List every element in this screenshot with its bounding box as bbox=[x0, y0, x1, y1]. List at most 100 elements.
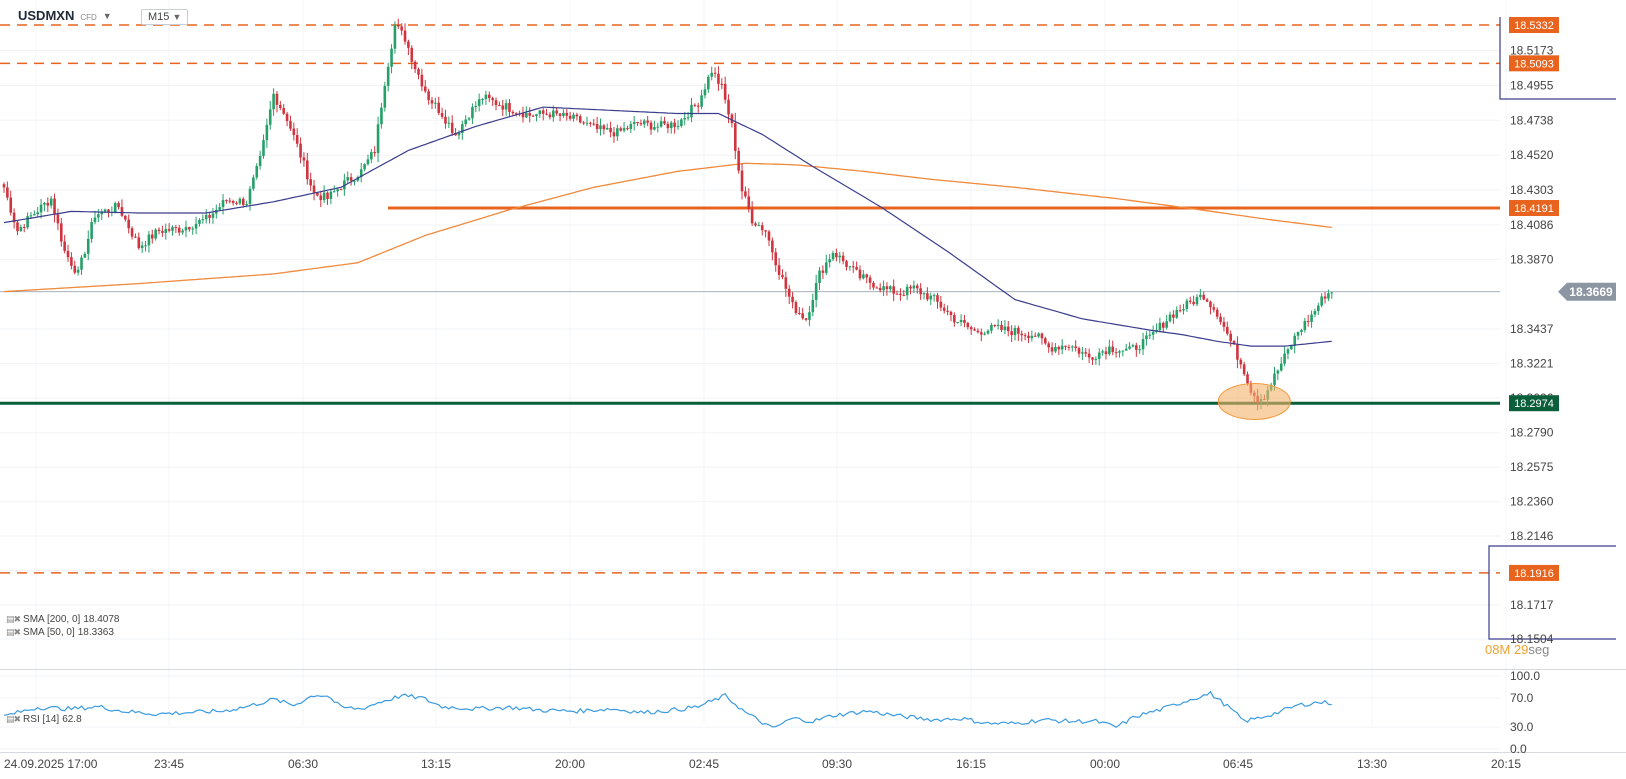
candle bbox=[265, 118, 269, 148]
candle-body bbox=[568, 115, 572, 119]
candle-body bbox=[1114, 352, 1118, 354]
candle-body bbox=[265, 124, 269, 141]
candle-body bbox=[413, 61, 417, 70]
candle-body bbox=[137, 237, 141, 249]
level-tag-label: 18.1916 bbox=[1514, 568, 1554, 580]
candle bbox=[1121, 350, 1125, 357]
candle-body bbox=[1296, 332, 1300, 336]
candle-body bbox=[282, 108, 286, 114]
rsi-legend[interactable]: ▤✖ RSI [14] 62.8 bbox=[6, 714, 82, 725]
settings-close-icon[interactable]: ▤✖ bbox=[6, 614, 21, 624]
price-tick-label: 18.4955 bbox=[1510, 78, 1554, 92]
candle-body bbox=[386, 66, 390, 86]
candle bbox=[1050, 342, 1054, 356]
candle bbox=[659, 116, 663, 128]
candle-body bbox=[956, 322, 960, 324]
candle bbox=[1229, 330, 1232, 347]
candle bbox=[417, 67, 420, 80]
instrument-selector[interactable]: USDMXN CFD ▼ bbox=[18, 8, 112, 23]
candle-body bbox=[80, 257, 83, 270]
chevron-down-icon[interactable]: ▼ bbox=[102, 10, 112, 21]
candle-body bbox=[295, 135, 299, 144]
timeframe-dropdown[interactable]: M15 ▼ bbox=[141, 9, 189, 25]
candle bbox=[1070, 345, 1074, 352]
candle bbox=[885, 282, 889, 296]
candle-body bbox=[194, 223, 198, 229]
candle bbox=[653, 120, 656, 131]
candle-body bbox=[747, 196, 751, 210]
candle bbox=[487, 91, 491, 103]
candle-body bbox=[683, 117, 687, 120]
candle bbox=[124, 215, 127, 222]
candle-body bbox=[444, 116, 447, 124]
candle bbox=[585, 116, 589, 127]
candle bbox=[1084, 348, 1088, 357]
candle-body bbox=[541, 110, 545, 114]
candle-body bbox=[531, 115, 535, 117]
candle-body bbox=[1185, 300, 1189, 310]
candle-body bbox=[117, 203, 120, 208]
candle bbox=[1283, 346, 1286, 367]
candle-body bbox=[349, 177, 353, 181]
candle-body bbox=[1283, 353, 1286, 364]
candle-body bbox=[373, 152, 376, 154]
settings-close-icon[interactable]: ▤✖ bbox=[6, 627, 21, 637]
candle bbox=[481, 98, 484, 105]
candle-body bbox=[144, 245, 147, 247]
candle bbox=[922, 292, 926, 300]
candle bbox=[464, 115, 467, 127]
candle bbox=[467, 117, 471, 121]
time-tick-label: 13:15 bbox=[421, 757, 451, 771]
candle bbox=[427, 88, 430, 105]
candle bbox=[76, 266, 80, 276]
candle bbox=[275, 91, 279, 113]
candle bbox=[976, 328, 980, 334]
candle-body bbox=[922, 293, 926, 295]
candle-body bbox=[306, 160, 309, 180]
candle bbox=[1293, 332, 1297, 354]
candle bbox=[1178, 304, 1182, 313]
sma50-legend[interactable]: ▤✖ SMA [50, 0] 18.3363 bbox=[6, 627, 114, 638]
sma200-line bbox=[3, 162, 1332, 293]
candle bbox=[484, 90, 488, 105]
candle-body bbox=[757, 225, 761, 227]
sma200-legend[interactable]: ▤✖ SMA [200, 0] 18.4078 bbox=[6, 614, 119, 625]
candle-body bbox=[59, 223, 63, 242]
price-tick-label: 18.1717 bbox=[1510, 598, 1554, 612]
candle bbox=[1317, 302, 1320, 316]
candle-body bbox=[188, 227, 191, 230]
candle-body bbox=[851, 266, 855, 268]
candle-body bbox=[993, 324, 997, 327]
candle-body bbox=[521, 113, 525, 118]
candle bbox=[575, 112, 579, 121]
candle bbox=[33, 210, 36, 216]
candle-body bbox=[1239, 359, 1243, 365]
settings-close-icon[interactable]: ▤✖ bbox=[6, 714, 21, 724]
candle bbox=[949, 310, 953, 322]
candle bbox=[9, 190, 13, 216]
candle bbox=[1303, 317, 1307, 333]
time-axis[interactable]: 24.09.2025 17:00 23:45 06:30 13:15 20:00 02:4… bbox=[4, 757, 1521, 771]
candle bbox=[1094, 356, 1098, 365]
rsi-label: RSI [14] bbox=[23, 714, 60, 725]
candle bbox=[1030, 330, 1034, 342]
candle bbox=[1037, 332, 1040, 338]
price-axis[interactable]: 18.5173 18.4955 18.4738 18.4520 18.4303 18.40… bbox=[1510, 44, 1554, 647]
drawn-box-top bbox=[1499, 17, 1616, 100]
candle-body bbox=[926, 293, 929, 300]
candle-body bbox=[784, 277, 788, 289]
candle bbox=[1044, 336, 1047, 345]
candle-body bbox=[1017, 327, 1020, 334]
candle-body bbox=[124, 215, 127, 220]
candle-body bbox=[1246, 374, 1249, 384]
candle bbox=[929, 292, 933, 306]
candle bbox=[444, 109, 447, 129]
candle-body bbox=[1232, 341, 1236, 345]
candle-countdown: 08M 29seg bbox=[1485, 642, 1549, 657]
candle-body bbox=[29, 215, 33, 217]
candle-body bbox=[73, 265, 77, 273]
candle bbox=[1027, 331, 1030, 343]
candle bbox=[272, 88, 275, 116]
candle bbox=[1138, 345, 1141, 354]
